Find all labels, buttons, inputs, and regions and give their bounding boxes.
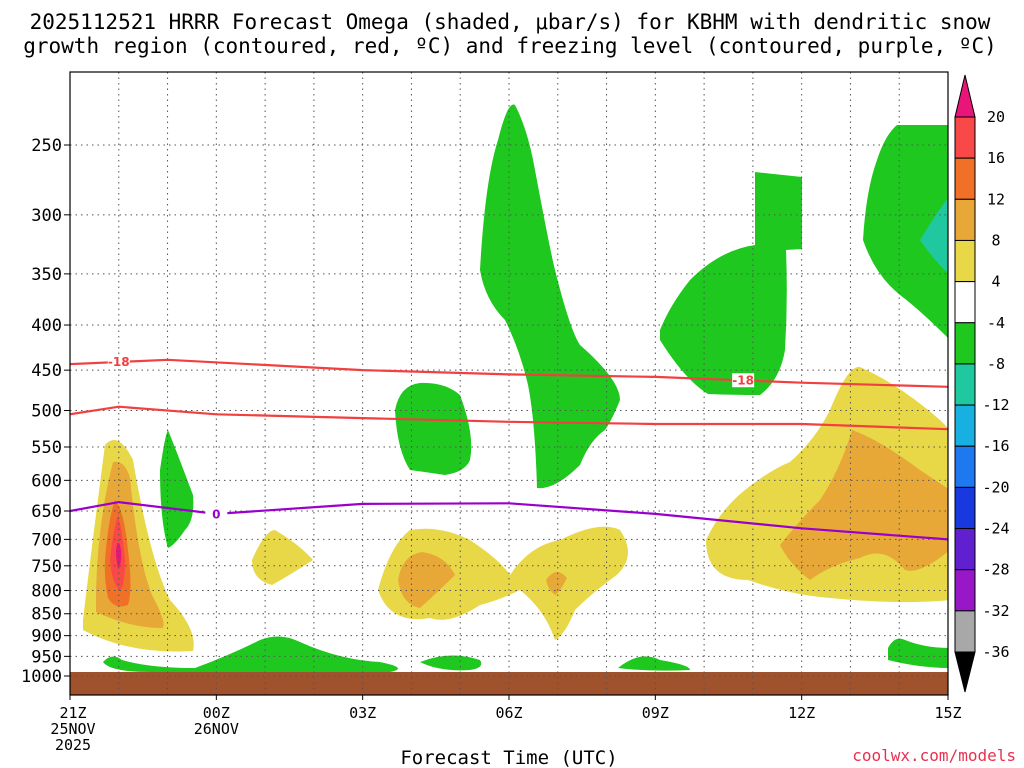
omega-area-negative xyxy=(618,656,690,671)
colorbar-label: -16 xyxy=(982,437,1009,455)
gridlines xyxy=(70,72,948,695)
colorbar-label: -36 xyxy=(982,643,1009,661)
y-tick-label: 900 xyxy=(31,627,62,647)
dgz-contour-label: -18 xyxy=(732,374,754,388)
x-tick-label: 21Z xyxy=(59,704,86,722)
y-tick-label: 1000 xyxy=(21,667,62,687)
omega-area-positive xyxy=(546,571,567,595)
colorbar-label: -20 xyxy=(982,478,1009,496)
colorbar-label: -12 xyxy=(982,396,1009,414)
dgz-contour-label: -18 xyxy=(108,355,130,369)
y-tick-label: 600 xyxy=(31,471,62,491)
x-tick-label: 12Z xyxy=(788,704,815,722)
colorbar-label: -8 xyxy=(987,355,1005,373)
chart-title-line-2: growth region (contoured, red, ºC) and f… xyxy=(23,34,997,58)
colorbar-band xyxy=(954,569,976,612)
omega-area-negative xyxy=(480,104,620,489)
freezing-level-label-bg xyxy=(205,506,228,521)
y-tick-label: 250 xyxy=(31,136,62,156)
y-tick-label: 750 xyxy=(31,557,62,577)
y-tick-label: 700 xyxy=(31,530,62,550)
dgz-contour-line xyxy=(70,358,948,388)
colorbar-band xyxy=(954,610,976,653)
colorbar-top-triangle xyxy=(954,74,976,118)
y-tick-label: 550 xyxy=(31,438,62,458)
colorbar-label: -28 xyxy=(982,561,1009,579)
colorbar-label: 16 xyxy=(987,149,1005,167)
omega-area-positive xyxy=(780,430,948,580)
x-axis-label: Forecast Time (UTC) xyxy=(400,747,617,768)
colorbar-band xyxy=(954,363,976,406)
x-tick-label: 00Z xyxy=(203,704,230,722)
y-tick-label: 450 xyxy=(31,361,62,381)
colorbar-label: -4 xyxy=(987,314,1005,332)
colorbar-label: -24 xyxy=(982,520,1009,538)
colorbar-band xyxy=(954,116,976,159)
colorbar-label: 20 xyxy=(987,108,1005,126)
omega-area-negative xyxy=(920,197,948,274)
omega-area-negative xyxy=(395,382,472,475)
omega-shading xyxy=(70,104,948,695)
omega-area-positive xyxy=(378,526,628,640)
y-tick-label: 500 xyxy=(31,402,62,422)
y-tick-label: 950 xyxy=(31,647,62,667)
x-tick-label: 03Z xyxy=(349,704,376,722)
omega-area-negative xyxy=(160,430,194,548)
contour-lines: -18 -18 0 xyxy=(70,354,948,541)
credit-text: coolwx.com/models xyxy=(852,746,1016,765)
colorbar-band xyxy=(954,528,976,571)
x-tick-label: 2025 xyxy=(55,736,91,754)
colorbar-band xyxy=(954,322,976,365)
omega-area-negative xyxy=(103,636,398,674)
x-tick-label: 06Z xyxy=(495,704,522,722)
colorbar-label: 12 xyxy=(987,190,1005,208)
y-tick-label: 850 xyxy=(31,605,62,625)
y-tick-label: 650 xyxy=(31,502,62,522)
omega-area-negative xyxy=(863,125,948,339)
colorbar-band xyxy=(954,445,976,488)
colorbar-label: -32 xyxy=(982,602,1009,620)
y-tick-label: 400 xyxy=(31,316,62,336)
colorbar-band xyxy=(954,281,976,324)
chart-title-line-1: 2025112521 HRRR Forecast Omega (shaded, … xyxy=(30,10,991,34)
omega-area-negative xyxy=(660,172,802,395)
omega-area-negative xyxy=(420,655,482,671)
dgz-contour-label-bg xyxy=(732,373,755,388)
y-tick-label: 300 xyxy=(31,206,62,226)
omega-area-negative xyxy=(888,638,948,668)
colorbar-band xyxy=(954,239,976,283)
dgz-contour-label-bg xyxy=(107,354,130,369)
y-tick-label: 800 xyxy=(31,582,62,602)
colorbar-label: 8 xyxy=(991,231,1000,249)
omega-colorbar: 20 16 12 8 4 -4 -8 -12 -16 -20 -24 -28 -32 -36 xyxy=(954,74,1010,693)
dgz-contour-line xyxy=(70,405,948,431)
y-tick-label: 350 xyxy=(31,265,62,285)
x-tick-label: 26NOV xyxy=(194,720,239,738)
x-tick-label: 15Z xyxy=(934,704,961,722)
colorbar-band xyxy=(954,198,976,241)
surface-ground xyxy=(70,672,948,695)
omega-area-positive xyxy=(252,530,313,585)
freezing-level-line xyxy=(70,500,948,541)
x-tick-label: 09Z xyxy=(642,704,669,722)
colorbar-band xyxy=(954,157,976,200)
colorbar-band xyxy=(954,486,976,530)
colorbar-band xyxy=(954,404,976,447)
omega-area-positive xyxy=(116,542,122,568)
colorbar-bottom-triangle xyxy=(954,651,976,693)
x-tick-label: 25NOV xyxy=(50,720,95,738)
colorbar-label: 4 xyxy=(991,273,1000,291)
freezing-level-label: 0 xyxy=(212,507,220,521)
y-axis-ticks: 2503003504004505005506006507007508008509… xyxy=(21,136,70,687)
